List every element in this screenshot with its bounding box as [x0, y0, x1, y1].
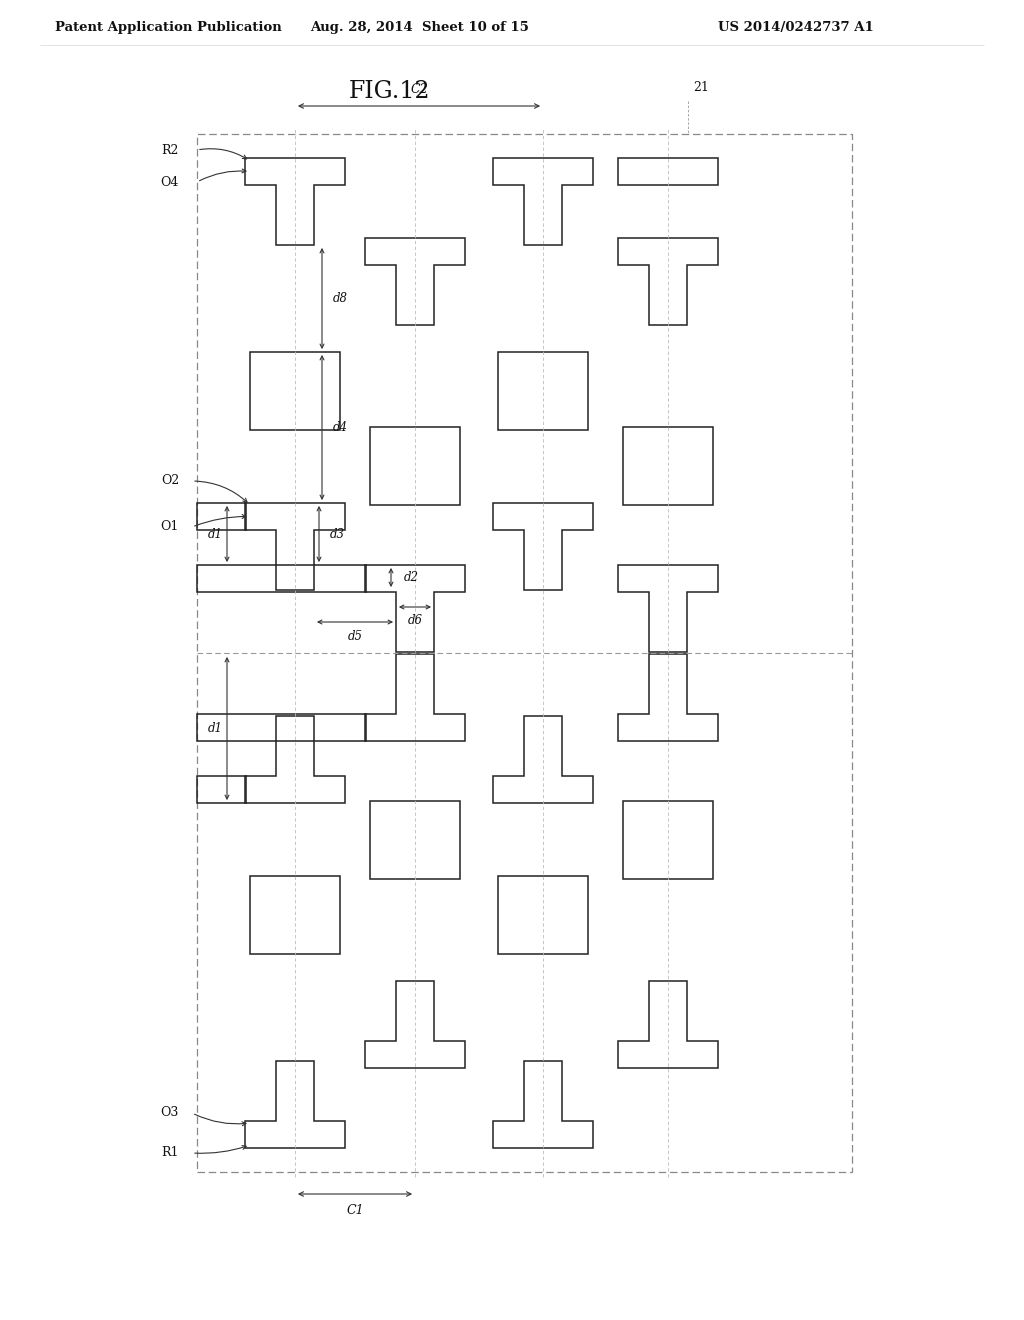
Bar: [197, 503, 246, 531]
Bar: [623, 426, 713, 506]
Text: d3: d3: [330, 528, 344, 540]
Text: O4: O4: [161, 176, 179, 189]
Bar: [197, 565, 366, 591]
Bar: [197, 135, 852, 1172]
Text: d1: d1: [208, 528, 222, 540]
Text: C2: C2: [411, 83, 428, 96]
Text: d4: d4: [333, 421, 347, 434]
Text: d8: d8: [333, 292, 347, 305]
Text: d5: d5: [347, 630, 362, 643]
Text: 21: 21: [693, 81, 709, 94]
Text: O2: O2: [161, 474, 179, 487]
Bar: [623, 801, 713, 879]
Text: Aug. 28, 2014  Sheet 10 of 15: Aug. 28, 2014 Sheet 10 of 15: [310, 21, 529, 34]
Text: C1: C1: [346, 1204, 364, 1217]
Text: d6: d6: [408, 615, 423, 627]
Text: R1: R1: [162, 1147, 179, 1159]
Text: O1: O1: [161, 520, 179, 533]
Text: O3: O3: [161, 1106, 179, 1119]
Bar: [370, 426, 460, 506]
Bar: [197, 776, 246, 803]
Bar: [250, 876, 340, 954]
Bar: [250, 352, 340, 430]
Bar: [618, 158, 718, 185]
Bar: [370, 801, 460, 879]
Bar: [498, 876, 588, 954]
Text: FIG.12: FIG.12: [349, 81, 431, 103]
Bar: [197, 714, 366, 741]
Bar: [498, 352, 588, 430]
Text: R2: R2: [162, 144, 179, 157]
Text: d2: d2: [403, 572, 419, 583]
Text: US 2014/0242737 A1: US 2014/0242737 A1: [718, 21, 873, 34]
Text: d1: d1: [208, 722, 222, 735]
Text: Patent Application Publication: Patent Application Publication: [55, 21, 282, 34]
